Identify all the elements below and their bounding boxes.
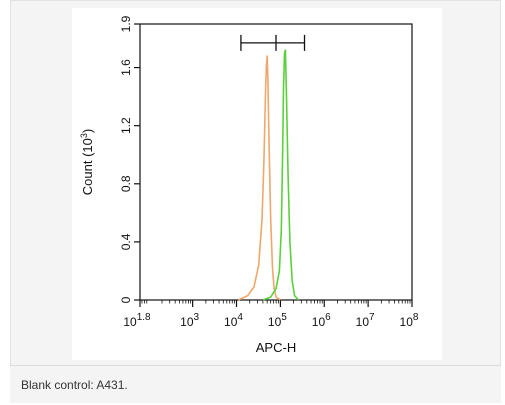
x-tick-label-exp-0: 1.8 [137,312,151,323]
gate-marker [240,34,306,51]
x-tick-label-exp-3: 5 [281,312,287,323]
y-tick-label-0: 0 [119,296,133,303]
x-tick-label-base-4: 10 [312,315,326,329]
x-tick-label-base-0: 10 [123,315,137,329]
y-axis-title-text: Count [80,160,95,195]
x-tick-label-3: 105 [268,312,287,329]
series-line-0 [237,55,281,301]
caption-text: Blank control: A431. [21,378,128,392]
x-tick-label-base-2: 10 [224,315,238,329]
y-tick-label-5: 1.9 [119,15,133,32]
y-axis-ticks: 0 0.4 0.8 1.2 1.6 1.9 [119,15,140,303]
x-tick-label-6: 108 [400,312,419,329]
y-tick-label-4: 1.6 [119,59,133,76]
x-tick-label-base-5: 10 [356,315,370,329]
histogram-chart: 00.40.81.21.61.9 101.8 103 104 105 106 107 108… [79,15,419,355]
x-tick-label-exp-6: 8 [413,312,419,323]
y-tick-label-3: 1.2 [119,117,133,134]
x-tick-label-exp-1: 3 [194,312,200,323]
y-tick-label-1: 0.4 [119,233,133,250]
y-axis-title: Count (103) [79,129,95,196]
histogram-figure: 0 0.4 0.8 1.2 1.6 1.9 101.8 103 104 105 106 107 108… [72,8,442,360]
x-tick-label-2: 104 [224,312,243,329]
plot-frame [139,23,413,301]
y-tick-label-2: 0.8 [119,175,133,192]
series-line-1 [262,49,300,301]
x-tick-label-base-3: 10 [268,315,282,329]
x-tick-label-5: 107 [356,312,375,329]
x-tick-label-base-6: 10 [400,315,414,329]
y-axis-title-unit-base: 10 [80,138,95,152]
x-axis-title: APC-H [256,340,296,355]
x-tick-label-0: 101.8 [123,312,151,329]
x-tick-label-1: 103 [180,312,199,329]
y-axis-title-close: ) [80,129,95,133]
x-axis-ticks: 101.8 103 104 105 106 107 108 [123,300,419,329]
x-tick-label-base-1: 10 [180,315,194,329]
x-tick-label-exp-4: 6 [325,312,331,323]
figure-caption: Blank control: A431. [10,365,501,403]
x-tick-label-exp-5: 7 [369,312,375,323]
x-tick-label-4: 106 [312,312,331,329]
y-axis-title-open: ( [80,152,95,157]
y-axis-title-unit-exp: 3 [79,133,89,138]
x-tick-label-exp-2: 4 [237,312,243,323]
series-group [237,49,300,301]
